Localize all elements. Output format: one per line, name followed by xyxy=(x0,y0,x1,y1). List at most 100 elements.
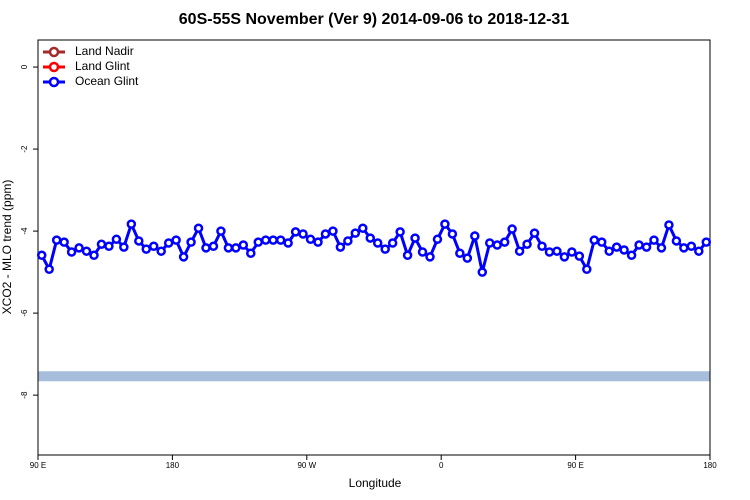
data-point xyxy=(51,235,62,245)
data-point xyxy=(260,235,271,245)
data-point xyxy=(589,235,600,245)
data-point xyxy=(178,252,189,262)
y-tick-label: -8 xyxy=(20,391,29,399)
data-point xyxy=(567,247,577,257)
data-point xyxy=(283,238,293,248)
data-point xyxy=(216,226,226,236)
data-point xyxy=(372,238,383,248)
x-tick-label: 90 E xyxy=(30,461,46,470)
data-point xyxy=(358,223,368,233)
data-point xyxy=(320,229,331,239)
x-tick-label: 90 E xyxy=(567,461,583,470)
data-point xyxy=(619,245,629,255)
data-point xyxy=(163,238,174,248)
data-point xyxy=(387,238,398,248)
data-point xyxy=(582,264,592,274)
data-point xyxy=(59,237,69,247)
data-point xyxy=(171,235,181,245)
data-point xyxy=(81,246,92,256)
data-point xyxy=(328,226,338,236)
data-point xyxy=(365,233,376,243)
x-tick-label: 90 W xyxy=(297,461,316,470)
data-point xyxy=(544,247,555,257)
data-point xyxy=(462,253,473,263)
y-tick-label: -6 xyxy=(20,309,29,317)
data-point xyxy=(694,246,704,256)
data-point xyxy=(507,224,517,234)
data-point xyxy=(395,227,405,237)
data-point xyxy=(231,243,241,253)
data-point xyxy=(470,231,480,241)
data-point xyxy=(492,240,502,250)
data-point xyxy=(335,242,346,252)
data-point xyxy=(552,246,562,256)
x-tick-label: 180 xyxy=(166,461,180,470)
data-point xyxy=(186,237,196,247)
data-point xyxy=(596,237,607,247)
legend-marker xyxy=(48,61,60,73)
data-point xyxy=(656,243,667,253)
data-point xyxy=(126,219,137,229)
legend-label: Land Nadir xyxy=(75,44,134,58)
data-point xyxy=(417,247,428,257)
data-point xyxy=(380,244,390,254)
data-point xyxy=(671,236,682,246)
data-point xyxy=(119,242,129,252)
data-point xyxy=(559,252,570,262)
data-point xyxy=(246,248,256,258)
data-point xyxy=(455,248,465,258)
x-tick-label: 180 xyxy=(703,461,717,470)
data-point xyxy=(484,238,495,248)
data-point xyxy=(701,237,712,247)
data-point xyxy=(664,220,674,230)
data-point xyxy=(514,246,525,256)
legend-label: Ocean Glint xyxy=(75,74,139,88)
y-tick-label: -2 xyxy=(20,145,29,153)
data-point xyxy=(223,243,234,253)
chart-title: 60S-55S November (Ver 9) 2014-09-06 to 2… xyxy=(179,11,570,28)
legend-marker xyxy=(48,46,60,58)
data-point xyxy=(66,247,77,257)
data-point xyxy=(275,235,286,245)
data-point xyxy=(36,250,47,261)
data-point xyxy=(44,264,54,274)
data-point xyxy=(402,250,413,261)
data-point xyxy=(686,241,697,252)
x-tick-label: 0 xyxy=(439,461,444,470)
data-point xyxy=(499,237,510,247)
data-point xyxy=(641,242,652,252)
data-point xyxy=(432,234,443,245)
data-point xyxy=(96,239,107,249)
data-point xyxy=(679,243,689,253)
data-point xyxy=(104,241,114,252)
data-point xyxy=(89,250,99,261)
data-point xyxy=(313,237,323,247)
data-point xyxy=(626,250,637,261)
data-point xyxy=(290,227,301,237)
data-point xyxy=(74,243,84,253)
data-point xyxy=(604,246,614,256)
data-point xyxy=(634,240,644,250)
data-point xyxy=(111,234,122,245)
data-point xyxy=(148,241,159,252)
y-tick-label: -4 xyxy=(20,227,29,235)
data-point xyxy=(410,233,420,243)
data-point xyxy=(268,235,278,245)
data-point xyxy=(529,228,540,238)
data-point xyxy=(611,242,622,252)
data-point xyxy=(298,229,308,239)
data-point xyxy=(649,235,659,245)
x-axis-label: Longitude xyxy=(349,476,402,490)
data-point xyxy=(343,236,353,246)
data-point xyxy=(447,229,458,239)
data-point xyxy=(201,243,211,253)
data-point xyxy=(305,234,316,245)
data-point xyxy=(156,246,166,256)
data-point xyxy=(350,228,361,238)
y-axis-label: XCO2 - MLO trend (ppm) xyxy=(0,180,14,315)
data-point xyxy=(193,223,204,233)
data-point xyxy=(253,237,264,247)
data-point xyxy=(208,241,219,252)
y-tick-label: 0 xyxy=(20,64,29,69)
